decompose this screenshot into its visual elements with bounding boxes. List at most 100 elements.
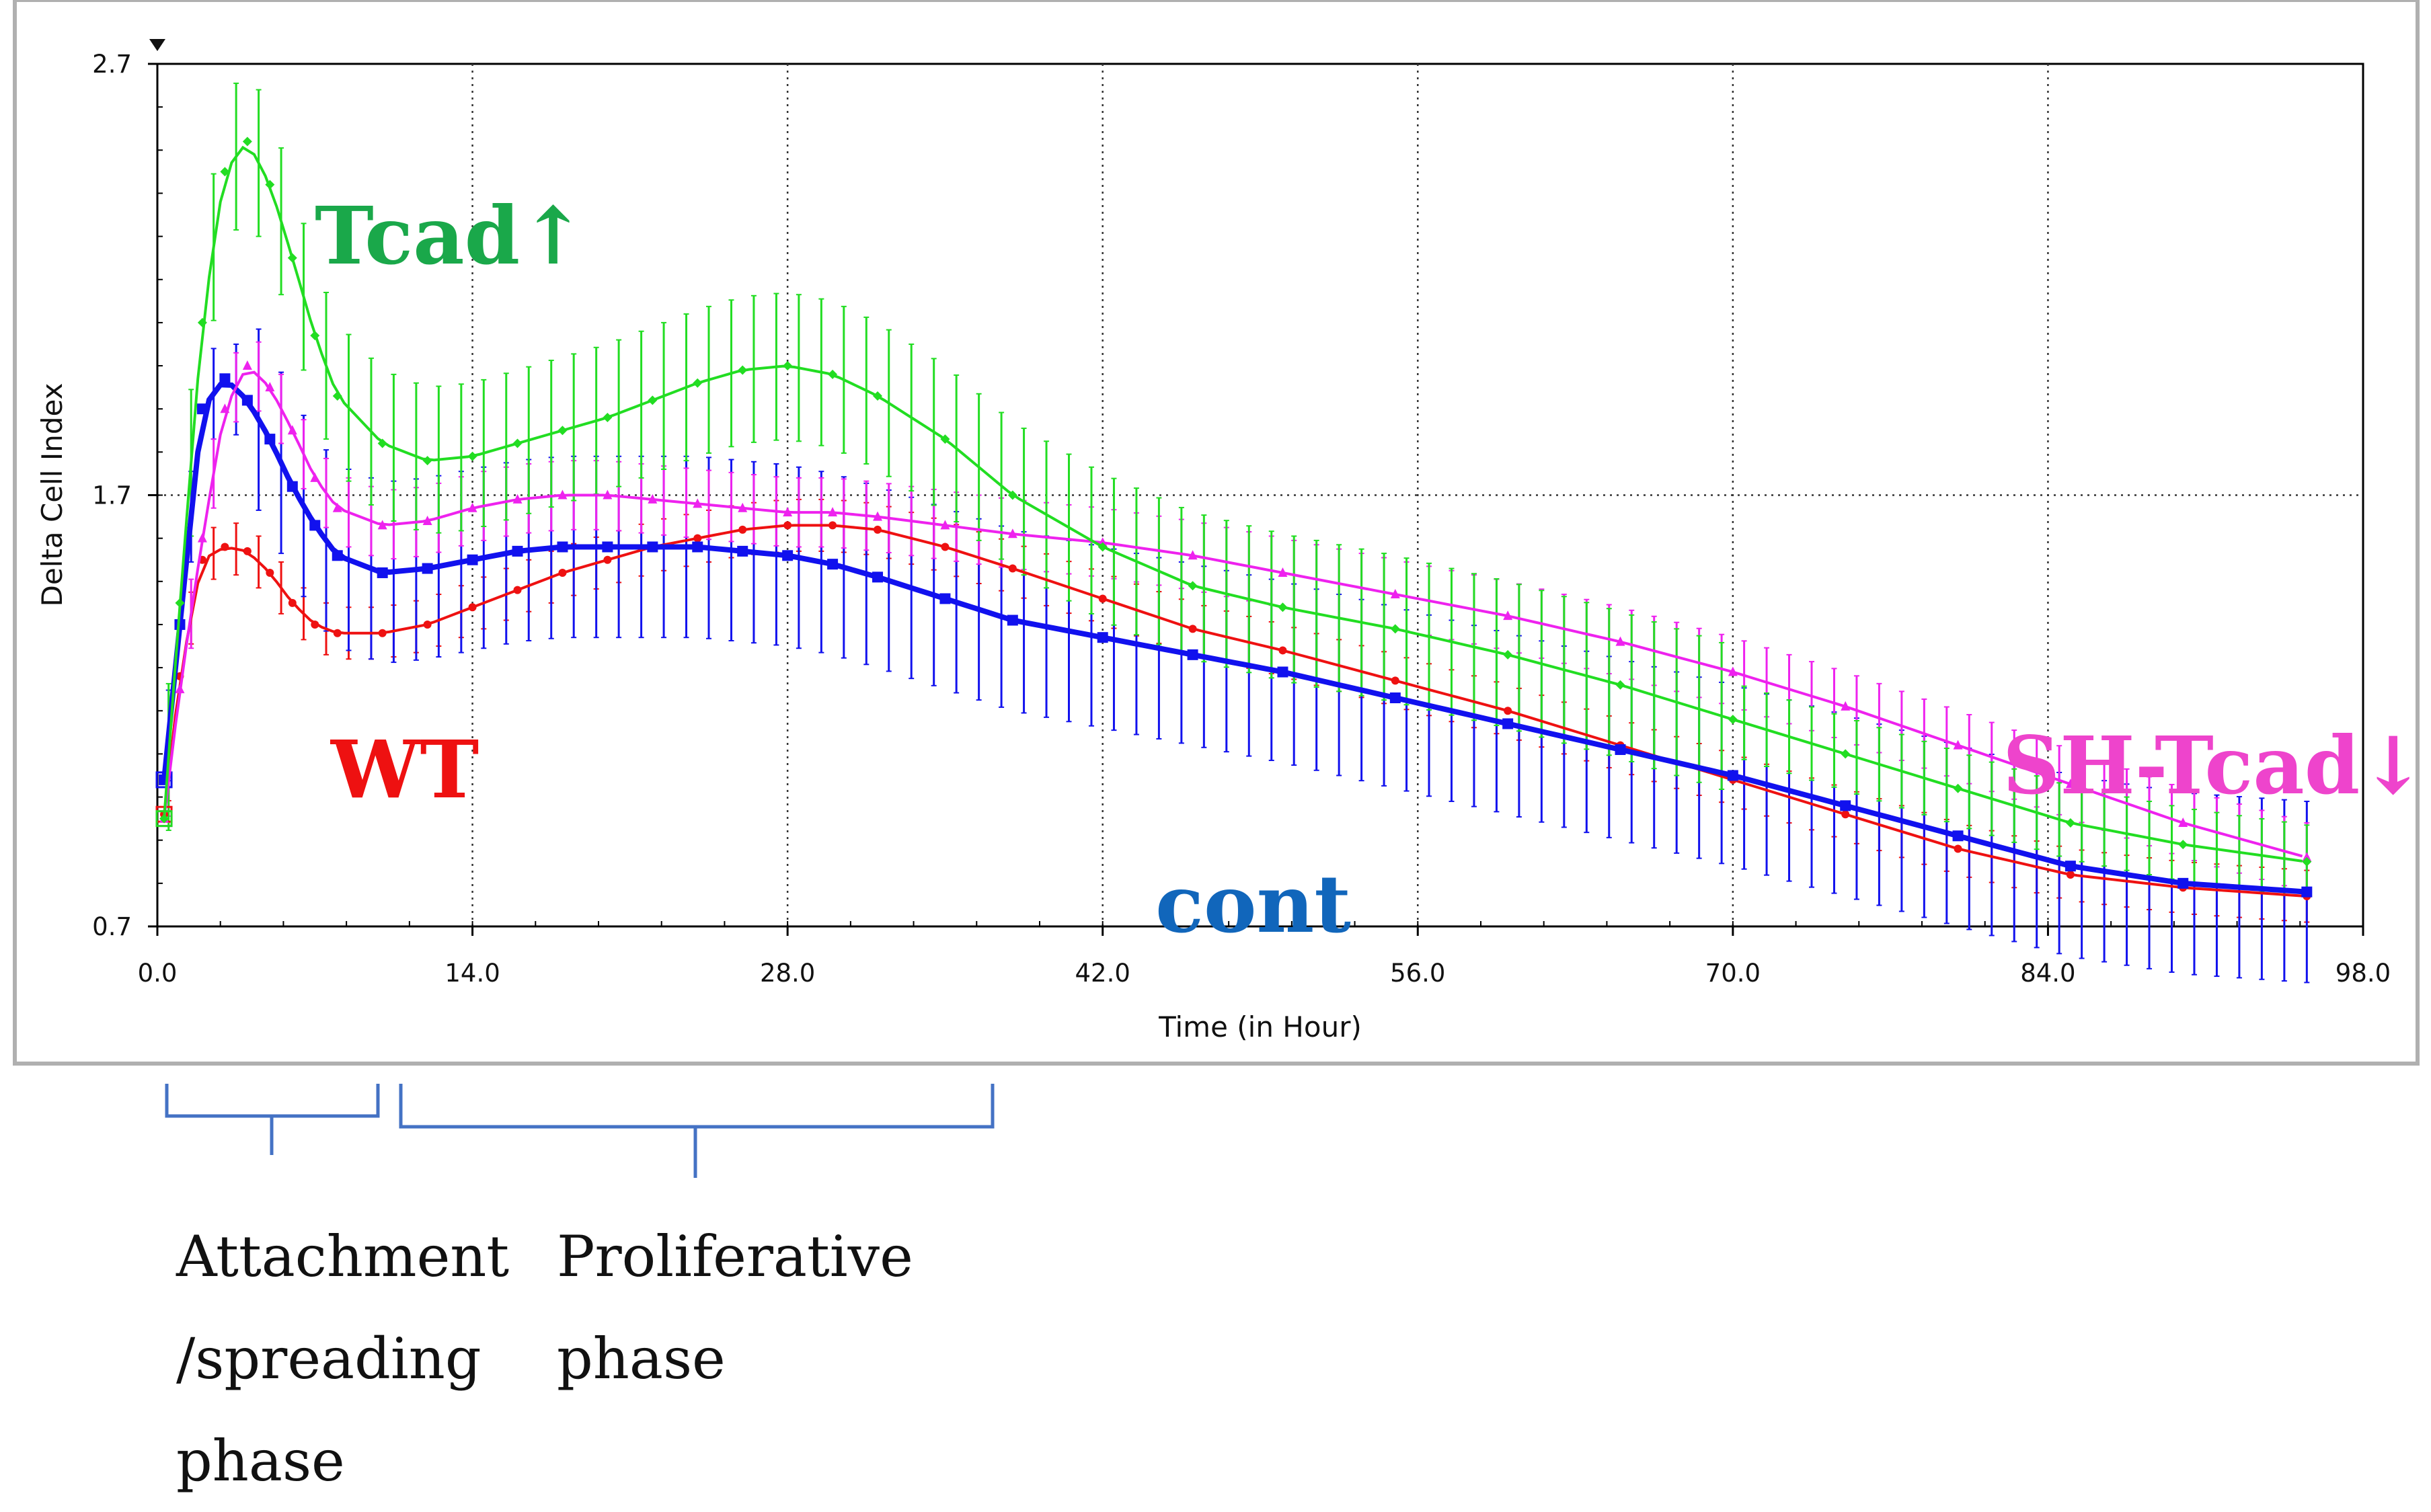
data-point <box>1008 564 1017 573</box>
data-point <box>828 521 837 530</box>
data-point <box>1954 844 1962 853</box>
data-point <box>1278 646 1287 655</box>
data-point <box>1840 800 1851 811</box>
data-point <box>1841 810 1850 819</box>
data-point <box>1277 666 1288 678</box>
data-point <box>602 541 613 553</box>
data-point <box>243 547 252 555</box>
data-point <box>939 593 951 604</box>
data-point <box>287 253 297 263</box>
data-point <box>512 438 523 448</box>
data-point <box>2065 779 2075 789</box>
data-point <box>468 603 477 612</box>
data-point <box>1727 770 1738 781</box>
ticks-layer: 0.0 14.0 28.0 42.0 56.0 70.0 84.0 98.0 0.7 1.7 2.7 <box>92 50 2391 988</box>
phase-brace-attachment <box>165 1084 380 1155</box>
data-point <box>873 391 883 401</box>
data-point <box>1278 602 1288 612</box>
data-point <box>2177 877 2189 889</box>
data-point <box>264 434 276 445</box>
data-point <box>693 378 703 388</box>
data-point <box>309 520 321 531</box>
data-point <box>1278 567 1288 577</box>
data-point <box>2178 818 2188 828</box>
data-point <box>241 395 253 406</box>
data-point <box>1188 625 1197 633</box>
data-point <box>377 520 387 530</box>
data-point <box>738 525 747 534</box>
data-point <box>692 541 703 553</box>
data-point <box>1007 614 1018 626</box>
y-tick-label: 1.7 <box>92 481 132 510</box>
axis-marker-icon <box>149 39 165 51</box>
data-point <box>512 545 523 557</box>
phase-label-proliferative-line1: Proliferative <box>557 1224 913 1289</box>
data-point <box>557 426 568 436</box>
data-point <box>693 498 703 508</box>
data-point <box>197 317 207 327</box>
data-point <box>288 598 297 607</box>
data-point <box>1502 718 1514 729</box>
data-point <box>377 567 388 578</box>
data-point <box>221 543 229 551</box>
series-layer <box>155 136 2313 901</box>
data-point <box>940 520 950 530</box>
data-point <box>1841 701 1851 711</box>
data-point <box>175 684 185 694</box>
data-point <box>467 554 478 565</box>
data-point <box>1615 744 1626 755</box>
data-point <box>2302 857 2312 867</box>
chart-frame <box>13 0 2420 1066</box>
data-point <box>1188 581 1198 591</box>
data-point <box>220 403 230 413</box>
annotation-cont: cont <box>1155 857 1351 951</box>
data-point <box>332 550 343 561</box>
data-point <box>423 620 432 629</box>
data-point <box>557 541 568 553</box>
data-point <box>1097 542 1108 552</box>
phase-label-proliferative-line2: phase <box>557 1326 726 1392</box>
data-point <box>1007 528 1017 539</box>
data-point <box>558 568 567 577</box>
data-point <box>467 451 477 461</box>
data-point <box>1841 749 1851 759</box>
data-point <box>557 489 568 500</box>
data-point <box>265 382 275 392</box>
data-point <box>1390 624 1400 634</box>
data-point <box>647 541 658 553</box>
data-point <box>287 425 297 435</box>
data-point <box>2301 886 2313 898</box>
series-label-wt: WT <box>330 723 479 816</box>
data-point <box>286 481 298 492</box>
x-tick-label: 84.0 <box>2020 959 2075 988</box>
data-point <box>219 373 231 385</box>
x-tick-label: 70.0 <box>1705 959 1761 988</box>
data-point <box>310 472 320 482</box>
data-point <box>332 391 342 401</box>
data-point <box>332 502 342 512</box>
x-tick-label: 42.0 <box>1075 959 1130 988</box>
series-label-sh-tcad: SH-Tcad↓ <box>2003 719 2426 812</box>
y-tick-label: 0.7 <box>92 912 132 941</box>
data-point <box>333 629 342 637</box>
data-point <box>197 532 207 543</box>
series-label-tcad: Tcad↑ <box>315 189 586 282</box>
data-point <box>196 403 208 415</box>
data-point <box>266 568 274 577</box>
start-marker <box>155 771 173 789</box>
data-point <box>220 167 230 177</box>
data-point <box>2065 818 2075 828</box>
data-point <box>2302 852 2312 862</box>
phase-label-attachment-line1: Attachment <box>176 1224 509 1289</box>
data-point <box>1615 636 1625 646</box>
data-point <box>422 515 432 525</box>
data-point <box>377 438 387 448</box>
data-point <box>1952 830 1964 842</box>
x-tick-label: 98.0 <box>2336 959 2391 988</box>
data-point <box>1504 707 1512 715</box>
data-point <box>1953 740 1963 750</box>
data-point <box>513 586 522 594</box>
start-marker <box>155 810 173 828</box>
data-point <box>1097 632 1108 643</box>
data-point <box>648 493 658 504</box>
